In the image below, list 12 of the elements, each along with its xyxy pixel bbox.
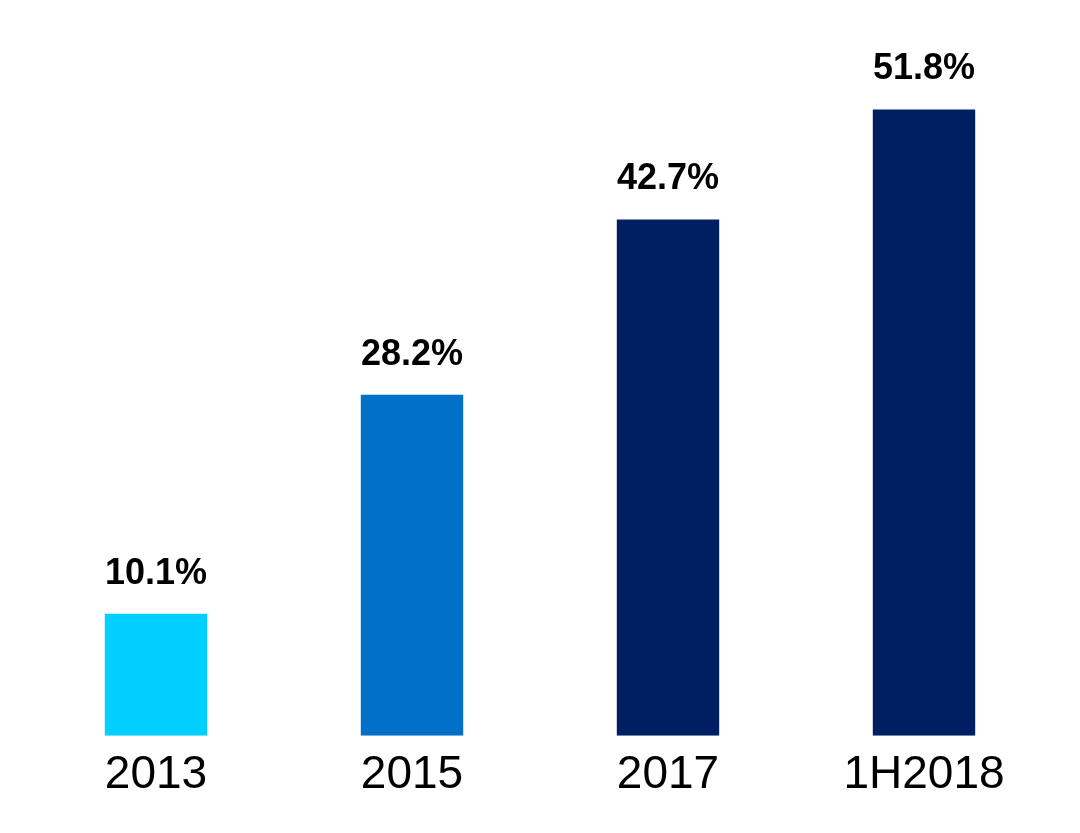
data-label: 10.1% (104, 550, 208, 592)
x-tick-label: 2017 (616, 746, 720, 799)
data-label: 51.8% (872, 46, 976, 88)
data-label: 42.7% (616, 156, 720, 198)
bar (104, 613, 208, 736)
bar (872, 109, 976, 736)
bar (360, 394, 464, 736)
x-tick-label: 2015 (360, 746, 464, 799)
x-tick-label: 2013 (104, 746, 208, 799)
x-tick-label: 1H2018 (843, 746, 1005, 799)
data-label: 28.2% (360, 331, 464, 373)
bar (616, 219, 720, 736)
